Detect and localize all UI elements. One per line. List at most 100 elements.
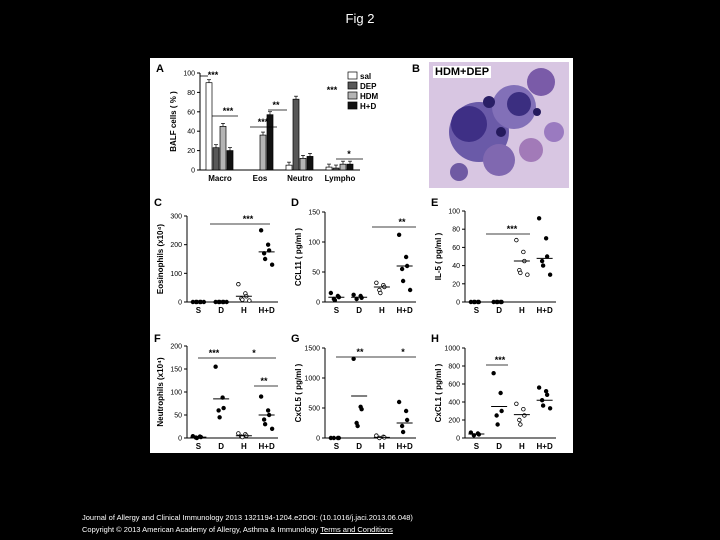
significance-F: ***: [209, 348, 220, 358]
y-tick-label-A: 60: [187, 109, 195, 116]
significance-A: ***: [258, 117, 269, 127]
significance-H: ***: [495, 355, 506, 365]
x-category-label-D: H: [379, 306, 385, 315]
x-category-label-G: S: [334, 442, 340, 451]
data-point-C: [247, 298, 252, 303]
data-point-G: [396, 399, 402, 405]
y-tick-label-D: 50: [312, 270, 320, 277]
legend-label-sal: sal: [360, 72, 371, 81]
data-point-G: [400, 429, 406, 435]
significance-A: **: [272, 100, 280, 110]
data-point-D: [332, 297, 338, 303]
data-point-D: [354, 296, 359, 302]
data-point-H: [521, 407, 526, 412]
data-point-G: [399, 423, 405, 429]
y-tick-label-A: 40: [187, 129, 195, 136]
x-category-label-D: D: [356, 306, 362, 315]
y-tick-label-G: 0: [316, 436, 320, 443]
y-tick-label-F: 0: [178, 436, 182, 443]
y-tick-label-E: 0: [456, 300, 460, 307]
data-point-F: [269, 426, 275, 431]
y-tick-label-F: 100: [170, 390, 182, 397]
x-category-label-F: H: [241, 442, 247, 451]
y-tick-label-H: 800: [448, 364, 460, 371]
data-point-G: [404, 417, 410, 423]
y-tick-label-F: 50: [174, 413, 182, 420]
data-point-E: [547, 272, 553, 277]
data-point-F: [221, 405, 226, 411]
y-tick-label-H: 0: [456, 436, 460, 443]
data-point-D: [396, 232, 402, 237]
y-tick-label-E: 80: [452, 227, 460, 234]
data-point-H: [536, 385, 542, 390]
y-tick-label-H: 1000: [444, 346, 460, 353]
copyright: Copyright © 2013 American Academy of All…: [82, 525, 319, 534]
data-point-H: [544, 392, 550, 397]
micrograph-cells: [449, 68, 564, 181]
y-tick-label-E: 20: [452, 281, 460, 288]
x-category-label-H: S: [474, 442, 480, 451]
y-tick-label-C: 0: [178, 300, 182, 307]
data-point-F: [213, 364, 218, 369]
copyright-line: Copyright © 2013 American Academy of All…: [82, 524, 702, 536]
data-point-H: [499, 408, 504, 414]
bar-DEP-Lympho: [332, 167, 340, 171]
data-point-G: [359, 407, 364, 412]
data-point-D: [328, 290, 334, 296]
bar-sal-Macro: [205, 82, 213, 171]
x-category-label: Eos: [253, 174, 268, 183]
significance-E: ***: [507, 224, 518, 234]
x-category-label-G: H+D: [397, 442, 413, 451]
data-point-H: [514, 401, 519, 406]
y-axis-label-H: CxCL1 ( pg/ml ): [434, 363, 443, 422]
y-tick-label-C: 300: [170, 214, 182, 221]
data-point-E: [544, 254, 550, 259]
x-category-label-F: H+D: [259, 442, 275, 451]
y-axis-label-A: BALF cells ( % ): [169, 91, 178, 152]
data-point-G: [355, 423, 360, 429]
data-point-D: [400, 278, 406, 284]
micrograph: HDM+DEP: [429, 62, 569, 188]
x-category-label-D: H+D: [397, 306, 413, 315]
x-category-label-E: S: [474, 306, 480, 315]
data-point-E: [539, 258, 545, 264]
bar-HDM-Macro: [219, 125, 227, 171]
data-point-D: [403, 254, 409, 260]
significance-F: *: [252, 348, 256, 358]
y-tick-label-F: 200: [170, 344, 182, 351]
significance-A: ***: [208, 70, 219, 80]
data-point-G: [377, 435, 382, 441]
data-point-C: [265, 242, 271, 247]
x-category-label-F: S: [196, 442, 202, 451]
panel-letter-H: H: [431, 333, 439, 345]
significance-A: *: [347, 149, 351, 159]
y-tick-label-C: 200: [170, 242, 182, 249]
data-point-E: [536, 216, 542, 221]
data-point-E: [540, 263, 546, 268]
data-point-H: [517, 417, 522, 423]
y-tick-label-G: 1500: [304, 346, 320, 353]
y-tick-label-E: 60: [452, 245, 460, 252]
data-point-H: [498, 390, 503, 396]
figure-title: Fig 2: [345, 11, 375, 26]
data-point-E: [518, 270, 523, 276]
data-point-D: [359, 295, 364, 300]
terms-link[interactable]: Terms and Conditions: [320, 525, 393, 534]
x-category-label: Macro: [208, 174, 232, 183]
data-point-G: [403, 408, 409, 414]
legend-label-H+D: H+D: [360, 102, 376, 111]
y-tick-label-A: 100: [183, 71, 195, 78]
panel-letter-G: G: [291, 333, 300, 345]
x-category-label: Lympho: [325, 174, 356, 183]
data-point-F: [265, 408, 271, 413]
data-point-D: [351, 292, 356, 297]
x-category-label-C: H: [241, 306, 247, 315]
bar-sal-Neutro: [285, 164, 293, 171]
y-tick-label-H: 400: [448, 400, 460, 407]
x-category-label-E: H: [519, 306, 525, 315]
data-point-H: [495, 422, 500, 427]
panel-letter-E: E: [431, 197, 438, 209]
legend-swatch-HDM: [347, 91, 358, 100]
x-category-label-G: D: [356, 442, 362, 451]
x-category-label-E: H+D: [537, 306, 553, 315]
